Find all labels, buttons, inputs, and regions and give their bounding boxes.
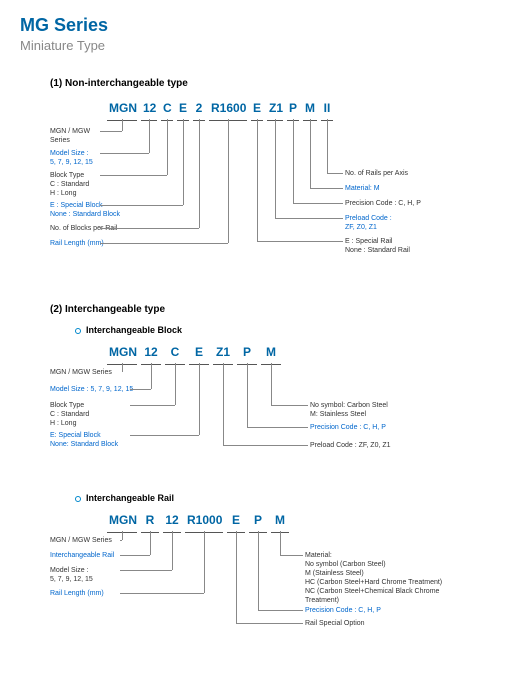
annotation-label: Model Size : 5, 7, 9, 12, 15 xyxy=(50,149,93,167)
code-segment: MGN xyxy=(105,511,139,529)
code-segment: P xyxy=(247,511,269,529)
annotation-label: Precision Code : C, H, P xyxy=(310,423,386,432)
annotation-label: Model Size : 5, 7, 9, 12, 15 xyxy=(50,385,133,394)
annotation-label: MGN / MGW Series xyxy=(50,368,112,377)
annotation-label: No. of Rails per Axis xyxy=(345,169,408,178)
code-segment: MGN xyxy=(105,343,139,361)
code-segment: II xyxy=(319,99,335,117)
annotation-label: E : Special Block None : Standard Block xyxy=(50,201,120,219)
annotation-label: E: Special Block None: Standard Block xyxy=(50,431,118,449)
code-segment: E xyxy=(249,99,265,117)
code-segment: 12 xyxy=(139,343,163,361)
annotation-label: Preload Code : ZF, Z0, Z1 xyxy=(345,214,392,232)
annotation-label: Material: M xyxy=(345,184,380,193)
annotation-label: Model Size : 5, 7, 9, 12, 15 xyxy=(50,566,93,584)
section2-block-diagram: MGN12CEZ1PM MGN / MGW Series Model Size :… xyxy=(50,343,499,453)
annotation-label: No symbol: Carbon Steel M: Stainless Ste… xyxy=(310,401,388,419)
code-segment: Z1 xyxy=(265,99,285,117)
annotation-label: MGN / MGW Series xyxy=(50,127,90,145)
page-subtitle: Miniature Type xyxy=(20,38,499,53)
code-segment: M xyxy=(269,511,291,529)
section2-sub-rail: Interchangeable Rail xyxy=(75,493,499,503)
annotation-label: Block Type C : Standard H : Long xyxy=(50,171,89,198)
code-segment: E xyxy=(187,343,211,361)
code-segment: E xyxy=(175,99,191,117)
annotation-label: Preload Code : ZF, Z0, Z1 xyxy=(310,441,391,450)
code-segment: R xyxy=(139,511,161,529)
annotation-label: Rail Length (mm) xyxy=(50,589,104,598)
annotation-label: Block Type C : Standard H : Long xyxy=(50,401,89,428)
code-segment: 12 xyxy=(139,99,159,117)
section1-header: (1) Non-interchangeable type xyxy=(50,78,499,89)
annotation-label: E : Special Rail None : Standard Rail xyxy=(345,237,410,255)
section2-sub-block: Interchangeable Block xyxy=(75,325,499,335)
code-segment: 2 xyxy=(191,99,207,117)
section2-rail-diagram: MGNR12R1000EPM MGN / MGW Series Interchan… xyxy=(50,511,499,636)
annotation-label: Rail Length (mm) xyxy=(50,239,104,248)
code-segment: R1000 xyxy=(183,511,225,529)
code-segment: Z1 xyxy=(211,343,235,361)
annotation-label: MGN / MGW Series xyxy=(50,536,112,545)
code-segment: P xyxy=(285,99,301,117)
code-segment: P xyxy=(235,343,259,361)
page-title: MG Series xyxy=(20,15,499,36)
annotation-label: Rail Special Option xyxy=(305,619,365,628)
code-segment: M xyxy=(301,99,319,117)
annotation-label: Material: No symbol (Carbon Steel) M (St… xyxy=(305,551,442,606)
code-segment: M xyxy=(259,343,283,361)
code-segment: MGN xyxy=(105,99,139,117)
code-segment: C xyxy=(159,99,175,117)
code-segment: R1600 xyxy=(207,99,249,117)
annotation-label: Precision Code : C, H, P xyxy=(345,199,421,208)
section2-header: (2) Interchangeable type xyxy=(50,304,499,315)
code-segment: 12 xyxy=(161,511,183,529)
annotation-label: Interchangeable Rail xyxy=(50,551,114,560)
section1-diagram: MGN12CE2R1600EZ1PMII MGN / MGW SeriesMod… xyxy=(50,99,499,264)
code-segment: C xyxy=(163,343,187,361)
annotation-label: Precision Code : C, H, P xyxy=(305,606,381,615)
code-segment: E xyxy=(225,511,247,529)
